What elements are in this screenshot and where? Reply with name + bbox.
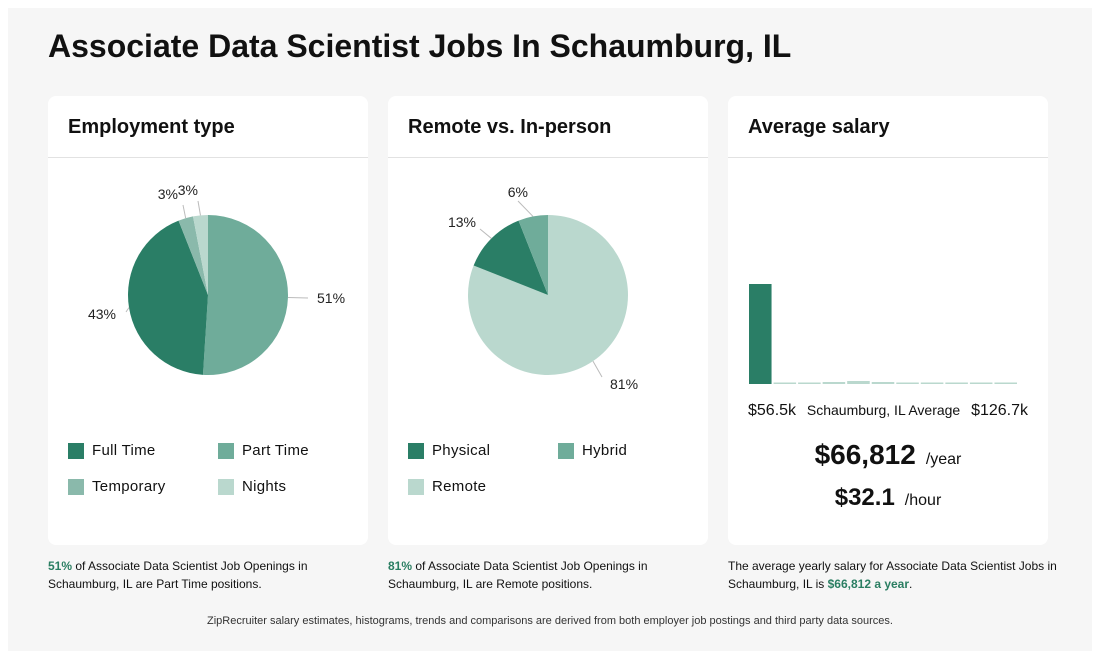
salary-caption-text: The average yearly salary for Associate … (728, 559, 1057, 591)
histogram-bar (969, 382, 993, 384)
legend-label-full-time: Full Time (92, 442, 156, 459)
remote-caption: 81% of Associate Data Scientist Job Open… (388, 557, 718, 593)
salary-caption: The average yearly salary for Associate … (728, 557, 1058, 593)
salary-histogram (749, 284, 1017, 384)
histogram-bar (798, 382, 821, 384)
pie-label-hybrid: 6% (508, 184, 528, 200)
pie-label-temporary: 3% (158, 186, 178, 202)
legend-full-time: Full Time (68, 442, 156, 459)
legend-swatch-full-time (68, 442, 84, 459)
average-salary-heading: Average salary (728, 96, 1048, 158)
yearly-salary-unit: /year (925, 451, 962, 468)
legend-swatch-part-time (218, 442, 234, 459)
legend-temporary: Temporary (68, 478, 166, 495)
remote-vs-inperson-heading: Remote vs. In-person (388, 96, 708, 158)
legend-swatch-remote (408, 478, 424, 495)
pie-leader-line-temporary (182, 204, 187, 219)
salary-min-label: $56.5k (748, 402, 797, 419)
legend-swatch-hybrid (558, 442, 574, 459)
yearly-salary: $66,812/year (728, 439, 1048, 471)
pie-slice-full-time (128, 220, 208, 375)
legend-swatch-temporary (68, 478, 84, 495)
page-title: Associate Data Scientist Jobs In Schaumb… (48, 28, 792, 64)
employment-caption-text: of Associate Data Scientist Job Openings… (48, 559, 308, 591)
histogram-bar (920, 382, 944, 384)
legend-label-physical: Physical (432, 442, 491, 459)
legend-part-time: Part Time (218, 442, 309, 459)
histogram-bar (847, 381, 870, 384)
pie-slice-nights (193, 215, 208, 295)
legend-swatch-nights (218, 478, 234, 495)
pie-label-part-time: 51% (317, 290, 345, 306)
legend-label-hybrid: Hybrid (582, 442, 628, 459)
pie-slice-hybrid (518, 215, 548, 295)
remote-vs-inperson-pie-chart: 81% 13% 6% (448, 184, 638, 392)
data-source-footnote: ZipRecruiter salary estimates, histogram… (207, 615, 893, 627)
legend-hybrid: Hybrid (558, 442, 627, 459)
salary-location-average-label: Schaumburg, IL Average (806, 402, 961, 418)
remote-caption-percent: 81% (388, 559, 413, 573)
pie-label-full-time: 43% (88, 306, 116, 322)
pie-leader-line-remote (592, 360, 603, 378)
pie-leader-line-nights (197, 200, 201, 216)
remote-caption-text: of Associate Data Scientist Job Openings… (388, 559, 648, 591)
hourly-salary-unit: /hour (904, 492, 942, 509)
legend-nights: Nights (218, 478, 286, 495)
histogram-bar (871, 382, 895, 384)
salary-range-axis: $56.5k Schaumburg, IL Average $126.7k (748, 402, 1028, 420)
pie-slice-temporary (178, 216, 208, 295)
salary-max-label: $126.7k (971, 402, 1028, 419)
histogram-bar (749, 284, 772, 384)
legend-physical: Physical (408, 442, 490, 459)
remote-vs-inperson-card: Remote vs. In-person 81% 13% 6% Physical H… (388, 96, 708, 545)
histogram-bar (994, 382, 1017, 384)
histogram-bar (822, 382, 846, 384)
employment-type-caption: 51% of Associate Data Scientist Job Open… (48, 557, 378, 593)
legend-remote: Remote (408, 478, 486, 495)
histogram-bar (945, 382, 968, 384)
pie-slice-part-time (202, 215, 289, 375)
pie-leader-line-physical (479, 228, 492, 239)
histogram-bar (773, 382, 797, 384)
yearly-salary-amount: $66,812 (814, 439, 916, 470)
legend-label-remote: Remote (432, 478, 487, 495)
hourly-salary: $32.1/hour (728, 484, 1048, 512)
salary-caption-highlight: $66,812 a year (827, 577, 910, 591)
pie-leader-line-full-time (125, 307, 130, 313)
salary-caption-end: . (909, 577, 913, 591)
legend-label-nights: Nights (242, 478, 287, 495)
hourly-salary-amount: $32.1 (834, 484, 895, 511)
pie-slice-physical (473, 220, 548, 295)
pie-label-physical: 13% (448, 214, 476, 230)
employment-type-card: Employment type 51% 43% 3% 3% Full Time Par… (48, 96, 368, 545)
pie-label-nights: 3% (178, 182, 198, 198)
legend-label-temporary: Temporary (92, 478, 166, 495)
employment-type-heading: Employment type (48, 96, 368, 158)
employment-caption-percent: 51% (48, 559, 73, 573)
legend-label-part-time: Part Time (242, 442, 309, 459)
histogram-bar (896, 382, 919, 384)
employment-type-pie-chart: 51% 43% 3% 3% (88, 182, 345, 375)
average-salary-card: Average salary $56.5k Schaumburg, IL Ave… (728, 96, 1048, 545)
legend-swatch-physical (408, 442, 424, 459)
pie-label-remote: 81% (610, 376, 638, 392)
pie-leader-line-hybrid (517, 200, 534, 217)
